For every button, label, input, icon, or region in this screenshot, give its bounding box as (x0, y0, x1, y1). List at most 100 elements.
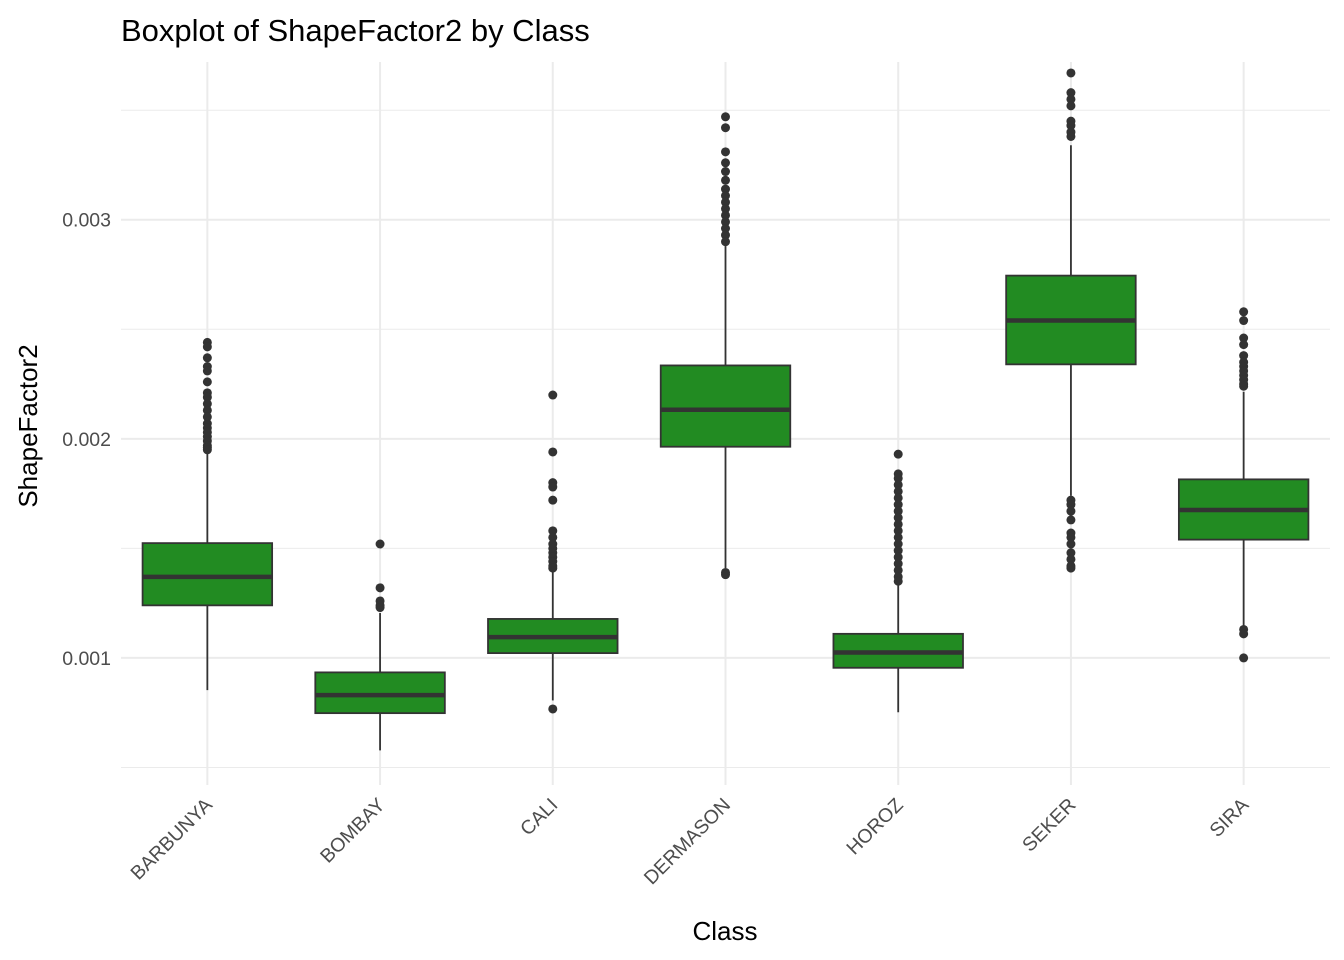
x-tick-label: HOROZ (842, 794, 907, 859)
outlier-point (1239, 333, 1249, 343)
box-barbunya (141, 337, 274, 691)
outlier-point (202, 392, 212, 402)
outlier-point (893, 546, 903, 556)
outlier-point (721, 237, 730, 247)
outlier-point (721, 167, 730, 177)
x-tick-label: DERMASON (640, 794, 735, 889)
outlier-point (1066, 121, 1076, 131)
outlier-point (1239, 381, 1249, 391)
outlier-point (1066, 500, 1076, 510)
outlier-point (893, 532, 903, 542)
x-tick-label: BOMBAY (316, 794, 390, 868)
outlier-point (1066, 131, 1076, 141)
outlier-point (1066, 539, 1076, 549)
outlier-point (893, 526, 903, 536)
x-tick-labels: BARBUNYA BOMBAY CALI DERMASON HOROZ SEKER SIRA (126, 794, 1253, 889)
outlier-point (548, 447, 558, 457)
outlier-point (893, 480, 903, 490)
outlier-point (893, 559, 903, 569)
outlier-point (1239, 316, 1249, 326)
outlier-point (721, 217, 730, 227)
outlier-point (375, 603, 385, 613)
outlier-point (548, 704, 558, 714)
box-dermason (659, 112, 792, 580)
outlier-point (548, 532, 558, 542)
outlier-point (1066, 506, 1076, 516)
outlier-point (375, 539, 385, 549)
outlier-point (893, 576, 903, 586)
outlier-point (721, 210, 730, 220)
outlier-point (1239, 340, 1249, 350)
outlier-point (721, 197, 730, 207)
chart-title: Boxplot of ShapeFactor2 by Class (121, 13, 590, 48)
outlier-point (893, 513, 903, 523)
outlier-point (548, 390, 558, 400)
outlier-point (202, 366, 212, 376)
outlier-point (548, 482, 558, 492)
box-seker (1005, 68, 1137, 573)
outlier-point (202, 405, 212, 415)
outlier-point (1066, 101, 1076, 111)
outlier-point (202, 412, 212, 422)
outlier-point (721, 147, 730, 157)
outlier-point (1066, 515, 1076, 525)
box-bombay (314, 539, 446, 751)
outlier-point (1239, 629, 1249, 639)
outlier-point (721, 158, 730, 168)
outlier-point (548, 495, 558, 505)
outlier-point (893, 449, 903, 459)
outlier-point (721, 230, 730, 240)
outlier-point (202, 445, 212, 455)
outlier-point (548, 526, 558, 536)
outlier-point (202, 399, 212, 409)
outlier-point (721, 204, 730, 214)
x-tick-label: SEKER (1018, 794, 1080, 856)
y-tick-label: 0.002 (62, 429, 111, 451)
box-iqr (314, 671, 446, 715)
outlier-point (893, 486, 903, 496)
x-tick-label: BARBUNYA (126, 794, 216, 884)
outlier-point (893, 493, 903, 503)
x-tick-label: SIRA (1205, 794, 1253, 842)
outlier-point (721, 112, 730, 122)
outlier-point (721, 175, 730, 185)
outlier-point (1066, 554, 1076, 564)
outlier-point (721, 570, 730, 580)
outlier-point (893, 565, 903, 575)
outlier-point (1066, 94, 1076, 104)
outlier-point (375, 583, 385, 593)
outlier-point (721, 224, 730, 234)
outlier-point (893, 473, 903, 483)
outlier-point (1066, 88, 1076, 98)
outlier-point (202, 377, 212, 387)
outlier-point (1239, 307, 1249, 317)
outlier-point (1066, 68, 1076, 78)
x-tick-label: CALI (516, 794, 562, 840)
y-tick-labels: 0.001 0.002 0.003 (62, 210, 111, 670)
outlier-point (202, 342, 212, 352)
outlier-point (721, 123, 730, 133)
outlier-point (893, 506, 903, 516)
outlier-point (893, 552, 903, 562)
outlier-point (893, 539, 903, 549)
box-horoz (832, 449, 964, 713)
boxes-layer (141, 68, 1310, 751)
outlier-point (1239, 351, 1249, 361)
outlier-point (1066, 548, 1076, 558)
outlier-point (548, 563, 558, 573)
box-cali (487, 390, 619, 714)
box-iqr (141, 542, 274, 607)
x-axis-title: Class (692, 916, 757, 946)
outlier-point (1066, 563, 1076, 573)
outlier-point (1239, 653, 1249, 663)
outlier-point (1066, 532, 1076, 542)
outlier-point (721, 191, 730, 201)
outlier-point (721, 184, 730, 194)
y-tick-label: 0.003 (62, 210, 111, 232)
outlier-point (893, 519, 903, 529)
box-iqr (659, 364, 792, 448)
box-sira (1177, 307, 1310, 663)
outlier-point (893, 500, 903, 510)
outlier-point (202, 353, 212, 363)
